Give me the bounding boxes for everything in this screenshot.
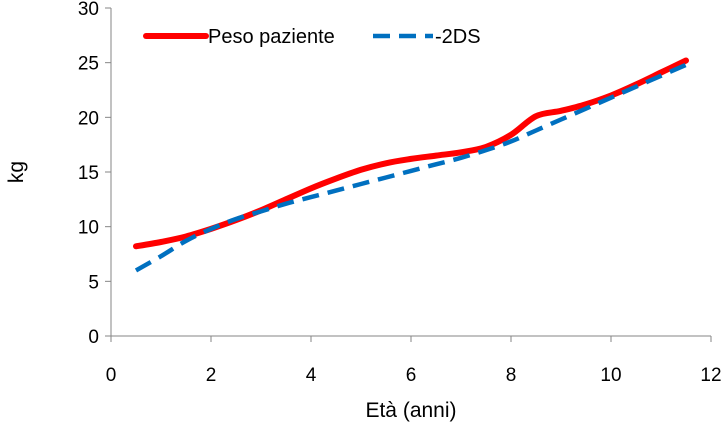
x-tick-label: 12 (700, 365, 721, 386)
x-tick-label: 10 (600, 365, 621, 386)
y-tick-label: 20 (78, 108, 99, 129)
legend-label-2: -2DS (435, 26, 481, 48)
x-tick-label: 4 (306, 365, 317, 386)
y-tick-label: 15 (78, 163, 99, 184)
x-axis-title: Età (anni) (365, 399, 456, 422)
legend-label-1: Peso paziente (208, 26, 335, 48)
series-layer (133, 57, 689, 273)
y-tick-label: 5 (88, 272, 99, 293)
y-tick-label: 30 (78, 0, 99, 20)
y-tick-label: 0 (88, 327, 99, 348)
y-tick-label: 25 (78, 54, 99, 75)
x-tick-label: 2 (206, 365, 217, 386)
x-tick-label: 8 (506, 365, 517, 386)
chart-legend: Peso paziente -2DS (143, 26, 481, 48)
y-tick-label: 10 (78, 218, 99, 239)
series-line-1 (133, 57, 689, 250)
chart-axes: 0 5 10 15 20 25 30 0 2 4 6 8 10 12 (78, 0, 722, 386)
x-tick-label: 0 (106, 365, 117, 386)
y-axis-title: kg (5, 161, 28, 183)
series-line-2 (134, 62, 687, 273)
x-tick-label: 6 (406, 365, 417, 386)
